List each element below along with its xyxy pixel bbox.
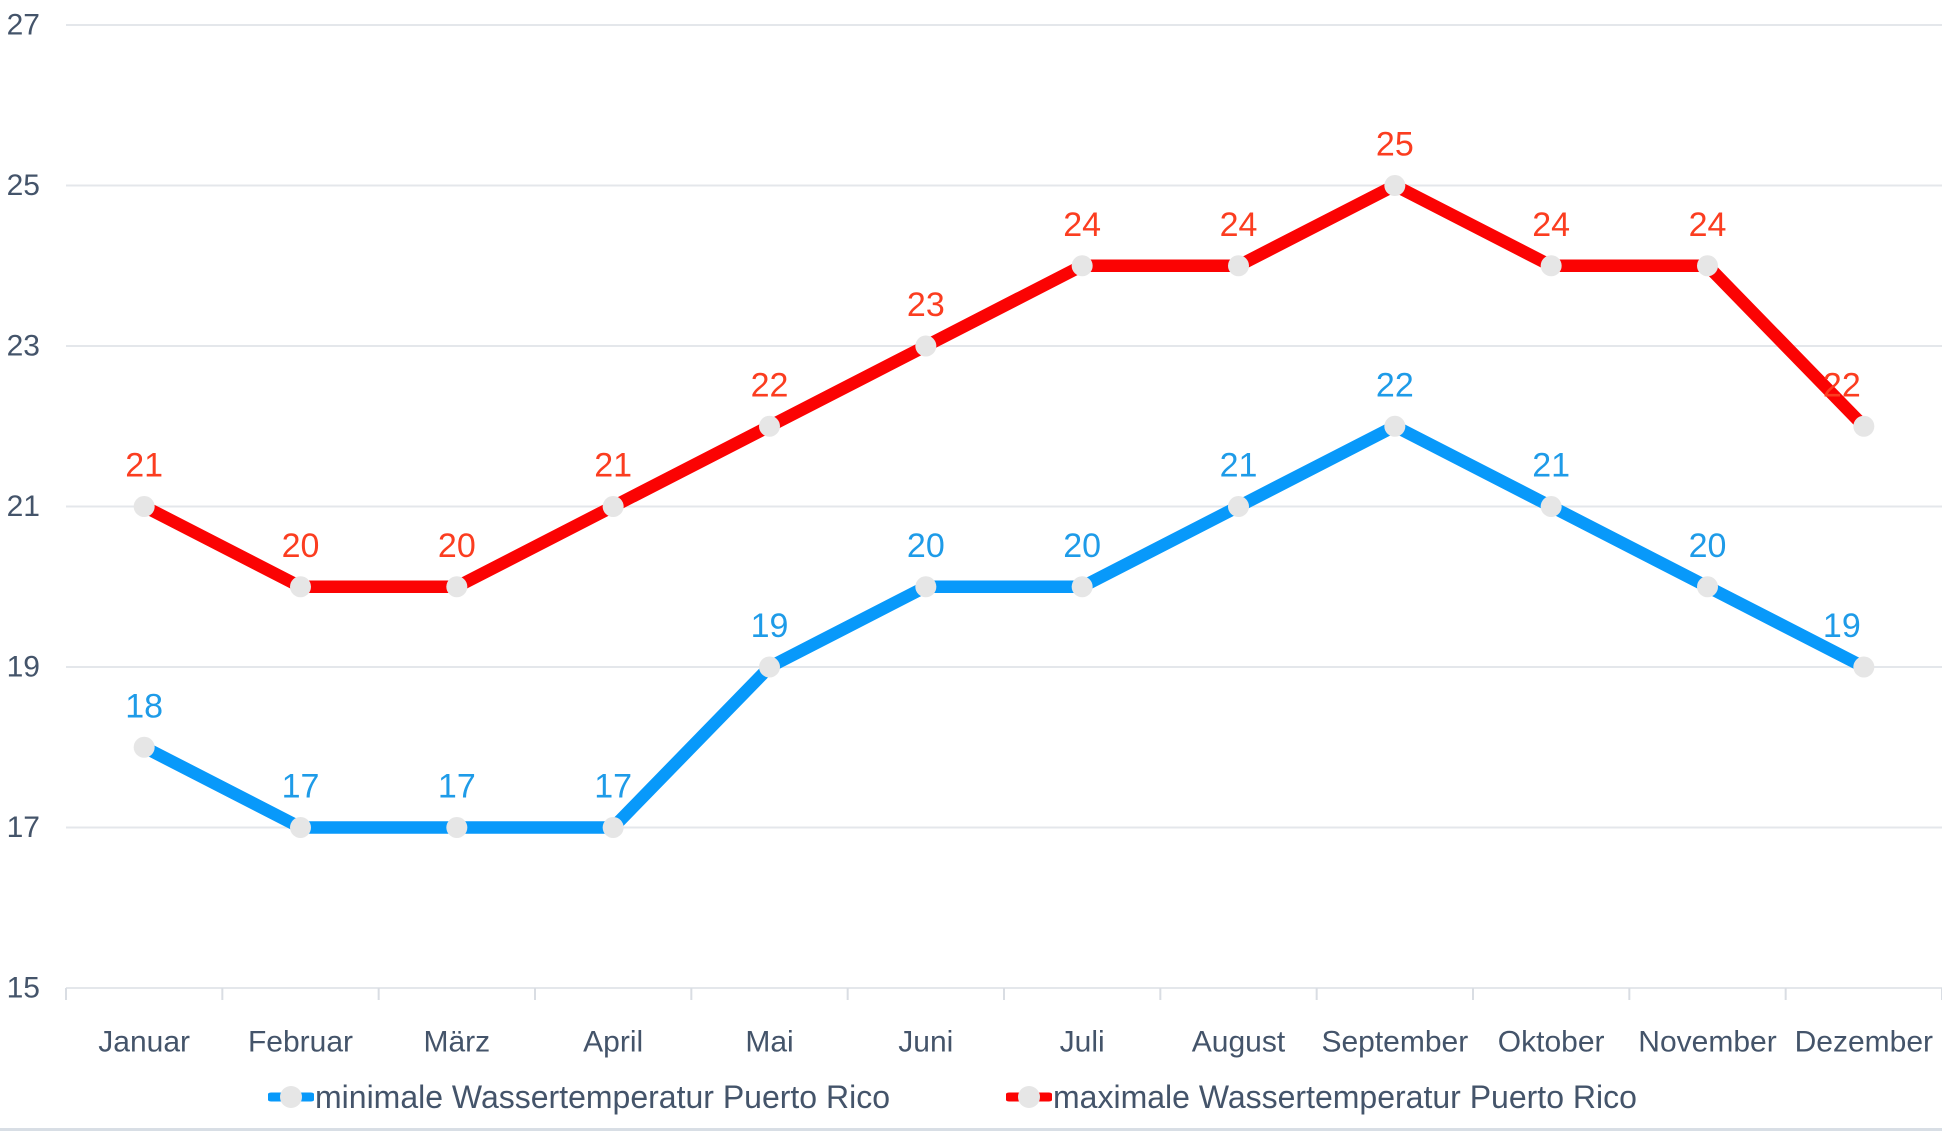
data-label-max-Oktober: 24 <box>1532 206 1570 244</box>
y-axis-tick-label-21: 21 <box>7 490 40 523</box>
data-label-min-April: 17 <box>594 768 632 806</box>
data-point-min-Januar <box>133 736 155 758</box>
y-axis-tick-label-15: 15 <box>7 972 40 1005</box>
data-label-min-Januar: 18 <box>125 687 163 725</box>
data-point-max-August <box>1228 255 1249 277</box>
data-point-max-Juli <box>1071 255 1093 277</box>
window-bottom-border <box>0 1128 1942 1131</box>
data-label-max-Februar: 20 <box>282 527 320 565</box>
data-label-max-November: 24 <box>1689 206 1727 244</box>
data-point-min-Mai <box>759 656 780 678</box>
data-label-min-September: 22 <box>1376 366 1414 404</box>
x-axis-label-Juli: Juli <box>1060 1026 1105 1059</box>
data-label-max-April: 21 <box>594 447 632 485</box>
data-label-max-Mai: 22 <box>751 366 789 404</box>
data-point-max-Juni <box>915 335 937 357</box>
x-axis-label-Februar: Februar <box>248 1026 353 1059</box>
data-point-min-Februar <box>290 817 311 838</box>
series-line-min <box>137 420 1871 834</box>
x-axis-label-Juni: Juni <box>898 1026 953 1059</box>
data-point-min-September <box>1384 415 1406 437</box>
data-point-min-August <box>1228 496 1249 517</box>
x-axis-label-September: September <box>1321 1026 1468 1059</box>
legend-line-marker-blue-icon <box>268 1086 314 1108</box>
data-point-min-Oktober <box>1540 496 1562 517</box>
data-point-min-Juli <box>1071 576 1093 598</box>
data-label-min-Dezember: 19 <box>1823 607 1861 645</box>
data-point-min-März <box>446 817 468 838</box>
data-point-max-September <box>1384 175 1406 196</box>
x-axis-label-März: März <box>423 1026 490 1059</box>
x-axis-label-Dezember: Dezember <box>1795 1026 1933 1059</box>
series-line-max <box>137 179 1871 593</box>
y-axis-tick-label-23: 23 <box>7 330 40 363</box>
data-label-max-Januar: 21 <box>125 447 163 485</box>
y-axis-tick-label-27: 27 <box>7 9 40 42</box>
data-label-min-März: 17 <box>438 768 476 806</box>
data-label-max-März: 20 <box>438 527 476 565</box>
x-axis-label-Oktober: Oktober <box>1498 1026 1605 1059</box>
y-axis-tick-label-19: 19 <box>7 651 40 684</box>
data-label-max-Dezember: 22 <box>1823 366 1861 404</box>
data-point-max-März <box>446 576 468 598</box>
data-point-min-Juni <box>915 576 937 598</box>
legend-line-marker-red-icon <box>1006 1086 1052 1108</box>
data-point-max-November <box>1697 255 1718 277</box>
legend-item-max-temp: maximale Wassertemperatur Puerto Rico <box>1006 1076 1637 1118</box>
data-point-min-April <box>602 817 624 838</box>
data-point-min-November <box>1697 576 1718 598</box>
y-axis-tick-label-25: 25 <box>7 169 40 202</box>
data-label-min-November: 20 <box>1689 527 1727 565</box>
x-axis-label-November: November <box>1638 1026 1776 1059</box>
data-label-max-Juni: 23 <box>907 286 945 324</box>
data-label-min-Mai: 19 <box>751 607 789 645</box>
data-label-max-September: 25 <box>1376 126 1414 164</box>
y-axis-tick-label-17: 17 <box>7 811 40 844</box>
data-label-min-Juli: 20 <box>1063 527 1101 565</box>
data-point-max-Februar <box>290 576 311 598</box>
data-point-max-April <box>602 496 624 517</box>
data-point-max-Dezember <box>1853 415 1875 437</box>
x-axis-label-August: August <box>1192 1026 1286 1059</box>
data-point-max-Oktober <box>1540 255 1562 277</box>
data-label-min-Oktober: 21 <box>1532 447 1570 485</box>
data-point-max-Mai <box>759 415 780 437</box>
data-point-min-Dezember <box>1853 656 1875 678</box>
data-label-max-August: 24 <box>1220 206 1258 244</box>
legend-label-max-temp: maximale Wassertemperatur Puerto Rico <box>1053 1078 1637 1115</box>
legend-label-min-temp: minimale Wassertemperatur Puerto Rico <box>315 1078 890 1115</box>
x-axis-label-April: April <box>583 1026 643 1059</box>
x-axis-label-Januar: Januar <box>98 1026 190 1059</box>
data-label-min-Juni: 20 <box>907 527 945 565</box>
data-point-max-Januar <box>133 496 155 517</box>
legend-item-min-temp: minimale Wassertemperatur Puerto Rico <box>268 1076 890 1118</box>
data-label-max-Juli: 24 <box>1063 206 1101 244</box>
x-axis-label-Mai: Mai <box>745 1026 793 1059</box>
data-label-min-August: 21 <box>1220 447 1258 485</box>
data-label-min-Februar: 17 <box>282 768 320 806</box>
